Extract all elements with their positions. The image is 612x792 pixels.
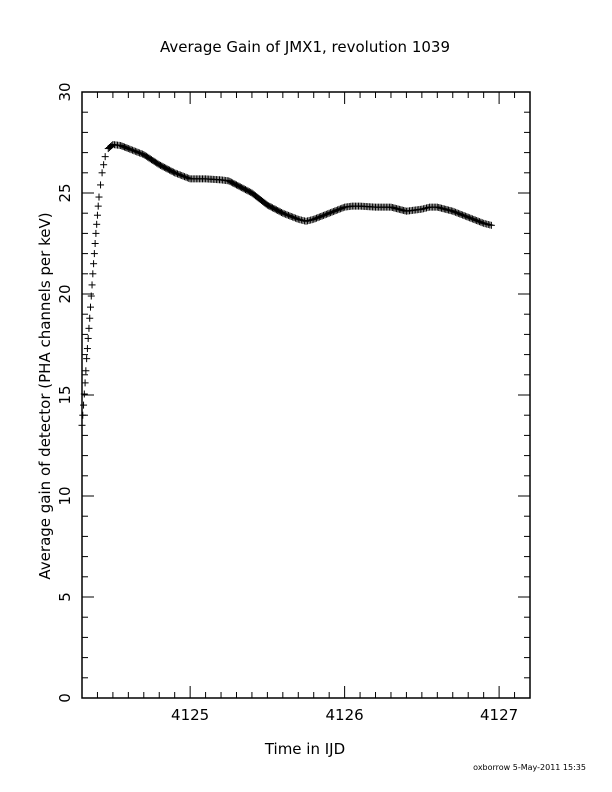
y-tick-label: 30 xyxy=(56,82,74,101)
data-point xyxy=(78,421,86,429)
y-tick-label: 20 xyxy=(56,284,74,303)
data-point xyxy=(100,161,108,169)
footer-stamp: oxborrow 5-May-2011 15:35 xyxy=(473,763,586,772)
data-point xyxy=(97,181,105,189)
chart-title: Average Gain of JMX1, revolution 1039 xyxy=(160,38,450,56)
y-tick-label: 25 xyxy=(56,183,74,202)
data-series xyxy=(78,141,495,429)
data-point xyxy=(478,219,486,227)
data-point xyxy=(85,324,93,332)
data-point xyxy=(81,379,89,387)
x-tick-label: 4126 xyxy=(326,706,364,724)
data-point xyxy=(185,174,193,182)
data-point xyxy=(90,250,98,258)
x-axis-label: Time in IJD xyxy=(264,740,345,758)
data-point xyxy=(80,390,88,398)
data-point xyxy=(83,355,91,363)
data-point xyxy=(82,367,90,375)
data-point xyxy=(94,202,102,210)
data-point xyxy=(86,303,94,311)
data-point xyxy=(101,153,109,161)
data-point xyxy=(86,314,94,322)
data-point xyxy=(339,204,347,212)
data-point xyxy=(487,221,495,229)
data-point xyxy=(79,411,87,419)
data-point xyxy=(293,215,301,223)
data-point xyxy=(98,169,106,177)
y-tick-label: 15 xyxy=(56,385,74,404)
data-point xyxy=(95,193,103,201)
y-tick-label: 5 xyxy=(56,592,74,602)
data-point xyxy=(84,334,92,342)
data-point xyxy=(83,345,91,353)
data-point xyxy=(92,229,100,237)
data-point xyxy=(91,240,99,247)
data-point xyxy=(93,220,101,228)
data-point xyxy=(89,270,97,278)
x-tick-label: 4125 xyxy=(171,706,209,724)
x-tick-label: 4127 xyxy=(480,706,518,724)
data-point xyxy=(93,211,101,219)
data-point xyxy=(80,401,88,409)
y-tick-label: 10 xyxy=(56,486,74,505)
data-point xyxy=(87,292,95,300)
y-tick-label: 0 xyxy=(56,693,74,703)
data-point xyxy=(88,281,96,289)
plot-axes: 4125 4126 4127 0 5 10 15 20 25 30 xyxy=(56,82,531,724)
y-axis-label: Average gain of detector (PHA channels p… xyxy=(36,212,54,579)
plot-frame xyxy=(81,91,531,699)
data-point xyxy=(90,260,98,268)
